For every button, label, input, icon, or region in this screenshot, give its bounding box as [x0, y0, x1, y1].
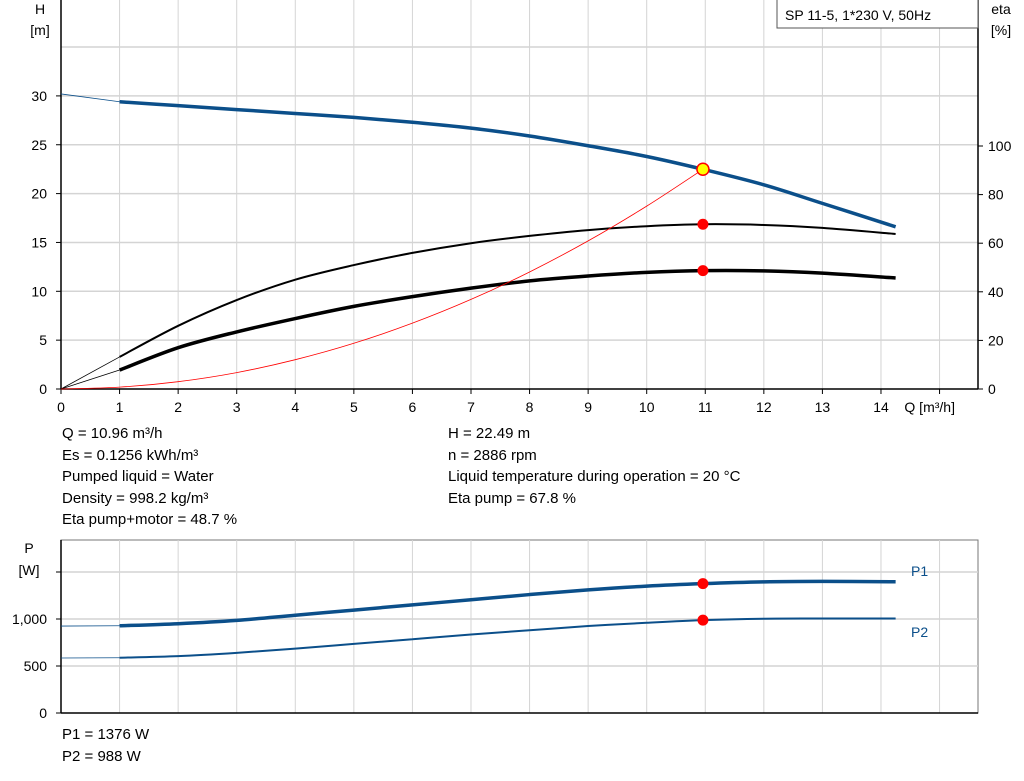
y2-tick-label: 20 [988, 332, 1004, 348]
y-tick-label: 30 [31, 88, 47, 104]
eta-pump-curve [119, 223, 896, 358]
x-tick-label: 9 [584, 399, 592, 415]
y2-tick-label: 60 [988, 235, 1004, 251]
x-tick-label: 8 [526, 399, 534, 415]
y-tick-label: 10 [31, 283, 47, 299]
info-h: H = 22.49 m [448, 425, 531, 442]
x-tick-label: 10 [639, 399, 655, 415]
info-es: Es = 0.1256 kWh/m³ [62, 446, 199, 464]
eta-pump-curve-extrapolated [60, 356, 120, 390]
y2-tick-label: 0 [988, 381, 996, 397]
duty-point-head [696, 162, 710, 177]
duty-point-p1 [697, 578, 709, 590]
power-plot-frame [60, 539, 979, 714]
x-tick-label: 7 [467, 399, 475, 415]
y2-tick-label: 40 [988, 284, 1004, 300]
power-y-axis-unit: [W] [19, 562, 40, 578]
x-tick-label: 3 [233, 399, 241, 415]
legend-p1: P1 [911, 563, 928, 579]
duty-info-right: H = 22.49 m n = 2886 rpm Liquid temperat… [448, 423, 740, 509]
y2-tick-label: 100 [988, 138, 1012, 154]
x-tick-label: 0 [57, 399, 65, 415]
power-y-tick-label: 0 [39, 705, 47, 721]
y2-tick-label: 80 [988, 187, 1004, 203]
duty-point-p2 [697, 614, 709, 626]
x-tick-label: 1 [116, 399, 124, 415]
x-tick-label: 5 [350, 399, 358, 415]
power-y-tick-label: 500 [24, 658, 48, 674]
eta-pump-motor-curve-extrapolated [60, 369, 120, 390]
x-tick-label: 13 [815, 399, 831, 415]
power-info: P1 = 1376 W P2 = 988 W [62, 724, 149, 767]
x-tick-label: 12 [756, 399, 772, 415]
info-p1: P1 = 1376 W [62, 726, 150, 743]
chart-title: SP 11-5, 1*230 V, 50Hz [785, 7, 931, 23]
duty-point-eta-pump [697, 218, 709, 230]
x-tick-label: 14 [873, 399, 889, 415]
info-density: Density = 998.2 kg/m³ [62, 489, 209, 507]
duty-point-eta-pump-motor [697, 265, 709, 277]
eta-pump-motor-curve [118, 268, 896, 372]
x-tick-label: 6 [409, 399, 417, 415]
y-tick-label: 25 [31, 137, 47, 153]
info-eta-pump: Eta pump = 67.8 % [448, 489, 576, 507]
x-tick-label: 2 [174, 399, 182, 415]
info-p2: P2 = 988 W [62, 747, 141, 765]
power-y-axis-label: P [24, 540, 33, 556]
x-tick-label: 4 [291, 399, 299, 415]
p1-curve [119, 579, 896, 628]
info-temperature: Liquid temperature during operation = 20… [448, 468, 741, 485]
y-axis-unit: [m] [30, 22, 49, 38]
y-tick-label: 5 [39, 332, 47, 348]
info-eta-pump-motor: Eta pump+motor = 48.7 % [62, 511, 238, 528]
duty-info-left: Q = 10.96 m³/h Es = 0.1256 kWh/m³ Pumped… [62, 423, 237, 531]
y-tick-label: 20 [31, 186, 47, 202]
head-curve [119, 100, 897, 229]
title-box [776, 0, 979, 29]
y2-axis-unit: [%] [991, 22, 1011, 38]
head-curve-extrapolated [60, 93, 120, 103]
y-tick-label: 15 [31, 234, 47, 250]
y2-axis-label: eta [991, 1, 1011, 17]
power-y-tick-label: 1,000 [12, 611, 47, 627]
system-curve [60, 168, 704, 390]
legend-p2: P2 [911, 624, 928, 640]
x-tick-label: 11 [698, 399, 713, 415]
info-q: Q = 10.96 m³/h [62, 425, 163, 442]
y-axis-label: H [35, 1, 45, 17]
p2-curve [119, 617, 896, 659]
y-tick-label: 0 [39, 381, 47, 397]
x-axis-label: Q [m³/h] [904, 399, 955, 415]
info-liquid: Pumped liquid = Water [62, 468, 214, 485]
info-n: n = 2886 rpm [448, 446, 537, 464]
